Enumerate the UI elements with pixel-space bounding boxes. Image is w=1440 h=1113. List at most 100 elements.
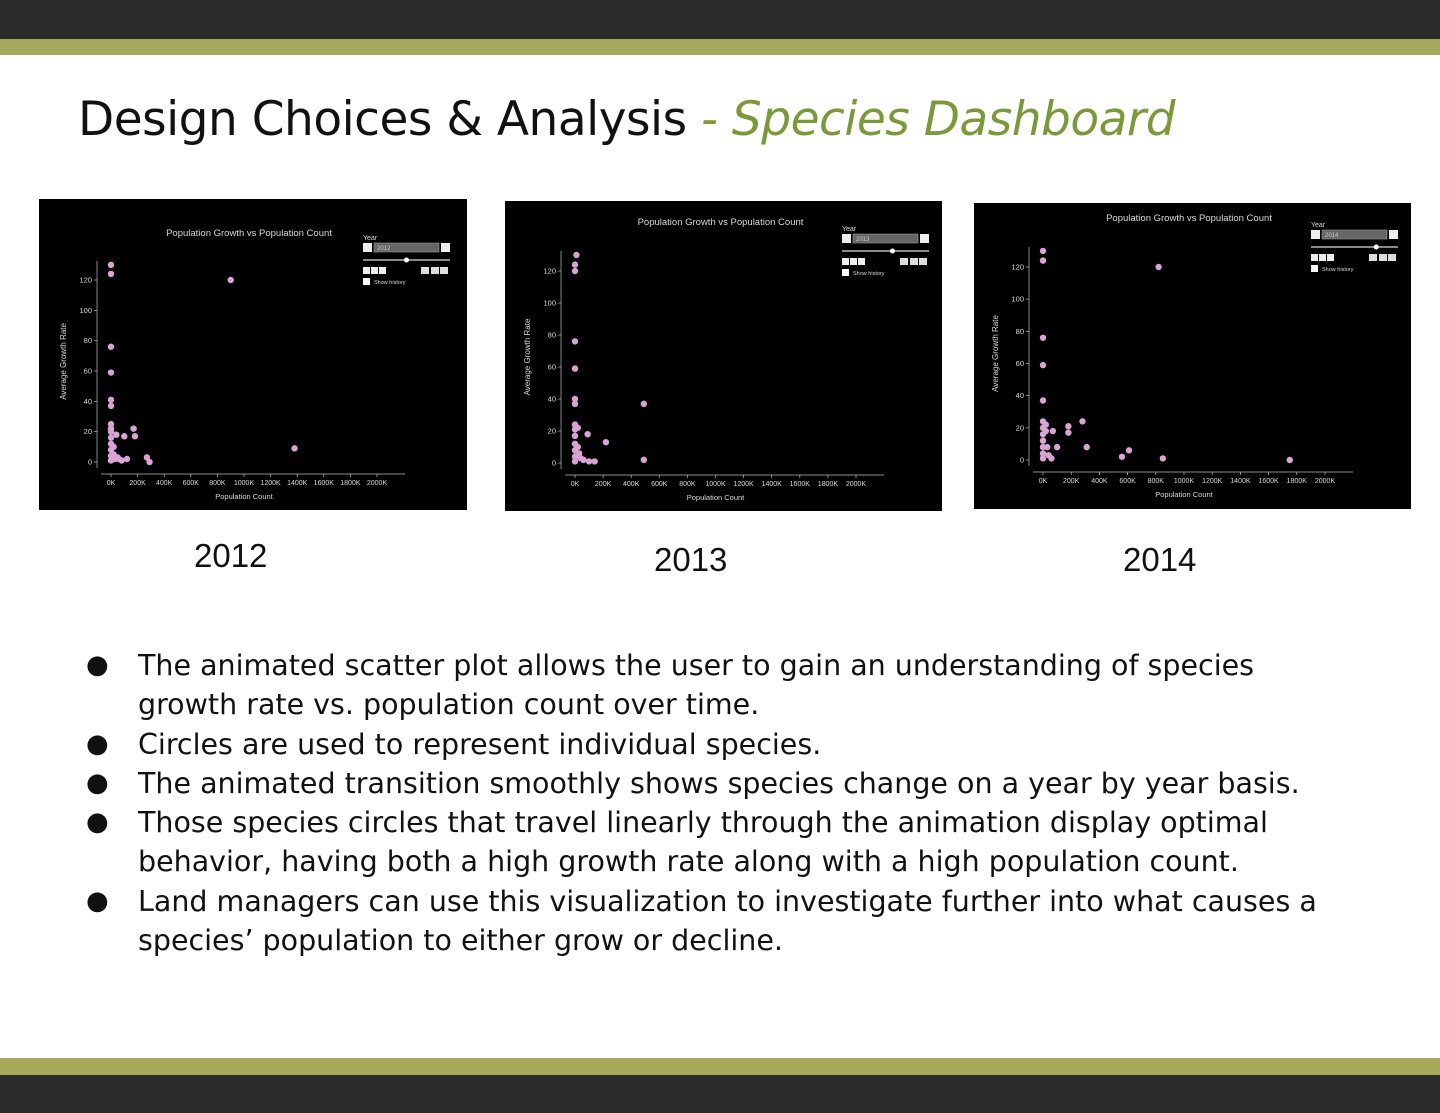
data-point xyxy=(227,276,234,284)
data-point xyxy=(571,365,579,372)
bottom-bar xyxy=(0,1075,1440,1113)
data-point xyxy=(571,267,579,275)
data-point xyxy=(107,434,115,441)
page-title: Design Choices & Analysis - Species Dash… xyxy=(78,92,1176,147)
data-point xyxy=(131,433,139,440)
data-point xyxy=(640,456,648,463)
chart-title: Population Growth vs Population Count xyxy=(166,228,332,239)
data-point xyxy=(123,455,131,463)
chart-caption-2013: 2013 xyxy=(654,541,728,578)
view-mode-button xyxy=(919,258,927,265)
data-point xyxy=(291,445,298,452)
show-history-label: Show history xyxy=(374,280,406,286)
data-point xyxy=(1044,443,1051,451)
chart-panel-2013: Population Growth vs Population Count 0 20… xyxy=(505,201,942,511)
data-point xyxy=(107,396,115,404)
top-bar xyxy=(0,0,1440,39)
x-tick-label: 1800K xyxy=(818,481,839,488)
bullet-list: ● The animated scatter plot allows the us… xyxy=(86,646,1356,960)
bullet-dot: ● xyxy=(86,650,109,680)
data-point xyxy=(574,443,582,451)
title-accent: - Species Dashboard xyxy=(686,92,1176,147)
year-slider-handle xyxy=(404,257,409,263)
year-slider-handle xyxy=(1373,244,1379,250)
year-control-label: Year xyxy=(842,226,857,233)
data-point xyxy=(1039,247,1047,255)
data-point xyxy=(1039,455,1047,462)
y-tick-label: 100 xyxy=(1011,295,1024,304)
y-axis-label: Average Growth Rate xyxy=(523,318,532,395)
view-mode-button xyxy=(1379,254,1387,261)
x-tick-label: 2000K xyxy=(1315,478,1336,485)
data-point xyxy=(1118,453,1126,460)
x-tick-label: 800K xyxy=(679,481,696,488)
top-stripe xyxy=(0,39,1440,55)
x-tick-label: 0K xyxy=(571,481,580,488)
data-point xyxy=(571,261,579,268)
year-select-value: 2012 xyxy=(377,246,391,252)
data-point xyxy=(107,402,115,410)
data-point xyxy=(146,458,153,466)
show-history-checkbox xyxy=(842,269,849,276)
data-point xyxy=(107,261,115,269)
playback-button xyxy=(850,258,857,265)
data-point xyxy=(1039,334,1047,341)
x-tick-label: 0K xyxy=(1039,478,1048,485)
y-tick-label: 40 xyxy=(1016,391,1024,400)
y-tick-label: 20 xyxy=(548,427,556,436)
y-tick-label: 60 xyxy=(548,363,556,372)
view-mode-button xyxy=(1388,254,1396,261)
data-point xyxy=(1053,443,1061,451)
playback-button xyxy=(1327,254,1334,261)
prev-year-button xyxy=(1311,230,1320,239)
data-point xyxy=(107,428,115,435)
data-point xyxy=(576,450,583,457)
data-point xyxy=(591,458,598,465)
data-point xyxy=(1155,263,1162,271)
bullet-item: ● The animated transition smoothly shows … xyxy=(86,764,1356,803)
data-point xyxy=(107,343,115,350)
y-tick-label: 120 xyxy=(1011,263,1024,272)
playback-button xyxy=(842,258,849,265)
data-point xyxy=(107,369,115,376)
x-tick-label: 1400K xyxy=(762,481,783,488)
data-point xyxy=(118,457,125,464)
year-select xyxy=(373,242,440,253)
data-point xyxy=(1159,455,1167,462)
x-tick-label: 1000K xyxy=(1174,478,1195,485)
year-select-value: 2013 xyxy=(856,237,870,243)
show-history-label: Show history xyxy=(853,271,885,277)
chart-caption-2012: 2012 xyxy=(194,537,268,574)
y-tick-label: 80 xyxy=(1016,327,1024,336)
data-point xyxy=(1048,455,1055,462)
scatter-chart-2012: Population Growth vs Population Count 0 20… xyxy=(59,228,450,501)
x-tick-label: 1600K xyxy=(314,480,335,487)
next-year-button xyxy=(920,234,929,243)
y-tick-label: 100 xyxy=(543,299,556,308)
data-point xyxy=(1042,427,1050,435)
y-tick-label: 60 xyxy=(84,367,92,376)
data-point xyxy=(1079,418,1086,425)
y-tick-label: 60 xyxy=(1016,359,1024,368)
data-point xyxy=(1049,427,1057,435)
bullet-item: ● Those species circles that travel linea… xyxy=(86,803,1356,882)
data-point xyxy=(1039,437,1047,444)
data-point xyxy=(113,431,120,438)
data-point xyxy=(1065,423,1072,430)
data-point xyxy=(640,400,648,407)
x-tick-label: 400K xyxy=(1091,478,1108,485)
x-tick-label: 1600K xyxy=(790,481,811,488)
show-history-checkbox xyxy=(1311,265,1318,272)
x-tick-label: 600K xyxy=(651,481,668,488)
x-tick-label: 800K xyxy=(1148,478,1165,485)
bullet-item: ● Land managers can use this visualizatio… xyxy=(86,882,1356,961)
x-tick-label: 1200K xyxy=(733,481,754,488)
x-tick-label: 1600K xyxy=(1258,478,1279,485)
x-tick-label: 2000K xyxy=(846,481,867,488)
data-point xyxy=(110,443,117,451)
x-tick-label: 1200K xyxy=(1202,478,1223,485)
data-point xyxy=(107,420,115,428)
scatter-chart-2014: Population Growth vs Population Count 0 20… xyxy=(991,213,1398,499)
prev-year-button xyxy=(363,243,372,252)
data-point xyxy=(1065,429,1072,436)
